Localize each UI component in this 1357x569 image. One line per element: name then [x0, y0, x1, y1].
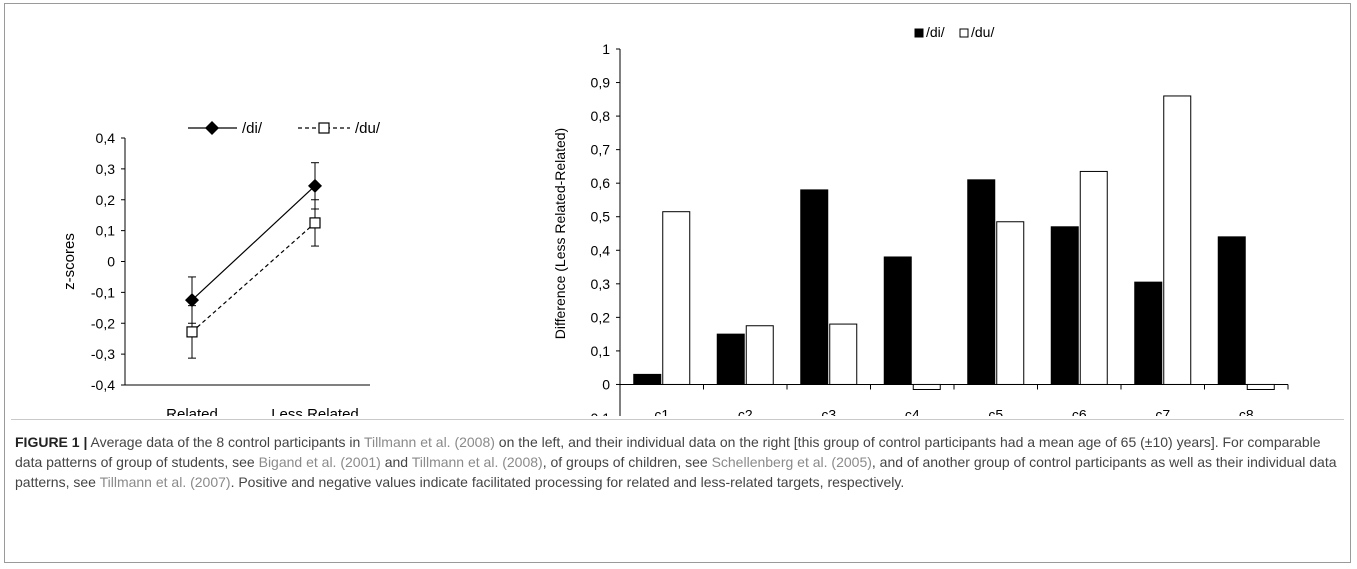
data-point-square	[309, 217, 321, 229]
bar-du	[745, 325, 774, 385]
line-chart: -0,4 -0,3 -0,2 -0,1 0 0,1 0,2 0,3 0,4 Related Less…	[61, 120, 381, 416]
caption-ref-bigand-2001[interactable]: Bigand et al. (2001)	[258, 454, 381, 470]
x-tick-label: c3	[821, 406, 836, 416]
y-tick-label: 0,2	[96, 192, 116, 208]
x-tick-label: Related	[166, 406, 218, 416]
bar-di	[967, 179, 996, 385]
caption-text-5: , and of another group of control partic…	[15, 454, 1337, 490]
bar-di	[716, 333, 745, 385]
bar-di	[1217, 236, 1246, 385]
bar-du	[912, 383, 941, 390]
bar-chart: -0,1 0 0,1 0,2 0,3 0,4 0,5 0,6 0,7 0,8 0,9 1 c1 c2 c3 c…	[552, 24, 1289, 416]
caption-ref-schellenberg-2005[interactable]: Schellenberg et al. (2005)	[711, 454, 872, 470]
y-tick-label: 0	[602, 376, 610, 392]
bar-du	[1246, 383, 1275, 390]
y-tick-label: 0,2	[591, 309, 611, 325]
caption-text-3: and	[380, 454, 412, 470]
y-tick-label: -0,2	[91, 315, 115, 331]
y-tick-label: 0,6	[591, 175, 611, 191]
caption-ref-tillmann-2007[interactable]: Tillmann et al. (2007)	[99, 474, 231, 490]
x-tick-label: Less Related	[271, 406, 359, 416]
bar-di	[883, 256, 912, 385]
caption-ref-tillmann-2008-a[interactable]: Tillmann et al. (2008)	[363, 434, 495, 450]
caption-figure-label: FIGURE 1 |	[15, 434, 88, 450]
caption-ref-tillmann-2008-b[interactable]: Tillmann et al. (2008)	[411, 454, 543, 470]
y-tick-label: 0,3	[96, 161, 116, 177]
x-tick-label: c6	[1072, 406, 1087, 416]
caption-text-4: , of groups of children, see	[542, 454, 712, 470]
legend-label-di: /di/	[242, 120, 263, 137]
data-point-square	[186, 326, 198, 338]
y-tick-label: 0,4	[96, 130, 116, 146]
legend-label-du: /du/	[355, 120, 381, 137]
y-tick-label: -0,4	[91, 377, 115, 393]
bar-di	[1050, 226, 1079, 385]
x-tick-label: c8	[1239, 406, 1254, 416]
y-tick-label: -0,3	[91, 346, 115, 362]
bar-du	[829, 323, 858, 385]
y-tick-label: 0,8	[591, 108, 611, 124]
bar-du	[662, 211, 691, 385]
y-tick-label: 1	[602, 41, 610, 57]
figure-caption: FIGURE 1 | Average data of the 8 control…	[15, 432, 1340, 492]
figure-canvas: -0,4 -0,3 -0,2 -0,1 0 0,1 0,2 0,3 0,4 Related Less…	[61, 24, 1289, 416]
caption-divider	[11, 419, 1344, 420]
y-tick-label: 0,9	[591, 75, 611, 91]
bar-di	[800, 189, 829, 385]
legend-marker-du	[959, 28, 969, 38]
x-tick-label: c1	[654, 406, 669, 416]
y-axis-label: z-scores	[61, 233, 78, 290]
y-tick-label: 0,5	[591, 209, 611, 225]
y-tick-label: -0,1	[586, 410, 610, 416]
data-point-diamond	[185, 293, 199, 308]
series-line-1	[191, 222, 316, 333]
bar-di	[633, 373, 662, 385]
x-tick-label: c4	[905, 406, 920, 416]
y-tick-label: -0,1	[91, 284, 115, 300]
y-axis-label: Difference (Less Related-Related)	[552, 128, 568, 339]
legend-label-di: /di/	[926, 24, 945, 40]
caption-text-2: on the left, and their individual data o…	[15, 434, 1321, 470]
y-tick-label: 0,1	[591, 343, 611, 359]
legend-marker-du	[318, 122, 330, 134]
y-tick-label: 0,4	[591, 242, 611, 258]
bar-du	[996, 221, 1025, 385]
caption-text-1: Average data of the 8 control participan…	[87, 434, 364, 450]
x-tick-label: c2	[738, 406, 753, 416]
bar-du	[1163, 95, 1192, 385]
x-tick-label: c7	[1155, 406, 1170, 416]
bar-di	[1134, 281, 1163, 385]
y-tick-label: 0,7	[591, 142, 611, 158]
legend-label-du: /du/	[971, 24, 994, 40]
y-tick-label: 0,3	[591, 276, 611, 292]
bar-du	[1079, 170, 1108, 385]
legend-marker-di	[914, 28, 924, 38]
x-tick-label: c5	[988, 406, 1003, 416]
legend-marker-di	[205, 121, 219, 135]
y-tick-label: 0,1	[96, 223, 116, 239]
series-line-0	[191, 185, 316, 301]
y-tick-label: 0	[107, 254, 115, 270]
caption-text-6: . Positive and negative values indicate …	[230, 474, 905, 490]
figure-frame: -0,4 -0,3 -0,2 -0,1 0 0,1 0,2 0,3 0,4 Related Less…	[4, 3, 1351, 563]
data-point-diamond	[308, 178, 322, 193]
